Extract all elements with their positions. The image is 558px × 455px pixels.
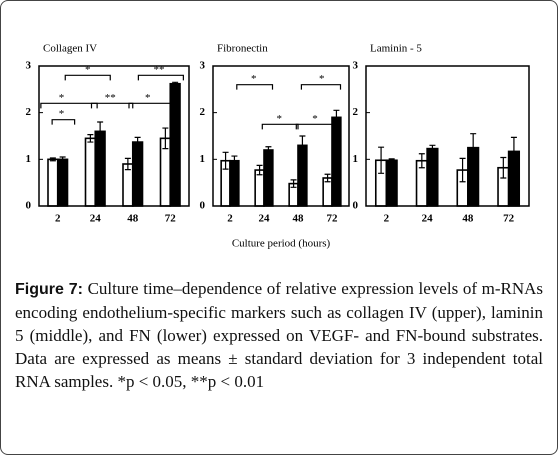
chart-title: Collagen IV [43, 43, 97, 55]
annotation: * [312, 113, 318, 125]
annotation: * [277, 113, 283, 125]
bar [331, 116, 342, 207]
bracket [300, 84, 342, 90]
bar [229, 159, 240, 207]
y-tick-label: 2 [353, 106, 359, 118]
error-bar [510, 136, 517, 166]
annotation: ** [154, 64, 165, 76]
y-tick-label: 0 [353, 200, 359, 212]
error-bar [222, 151, 229, 170]
x-tick-label: 24 [422, 213, 434, 225]
error-bar [429, 144, 436, 153]
chart-title: Laminin - 5 [370, 43, 422, 55]
error-bar [299, 135, 306, 156]
bar [84, 137, 97, 207]
y-tick-label: 1 [200, 153, 206, 165]
error-bar [388, 158, 395, 163]
y-tick-label: 2 [200, 106, 206, 118]
x-tick-label: 72 [503, 213, 515, 225]
error-bar [162, 127, 169, 150]
x-tick-label: 48 [127, 213, 139, 225]
x-axis-label: Culture period (hours) [232, 238, 331, 250]
bar [131, 141, 144, 207]
bar [94, 130, 106, 207]
bar [254, 169, 265, 207]
error-bar [324, 173, 331, 183]
x-tick-label: 2 [384, 213, 390, 225]
x-tick-label: 2 [227, 213, 233, 225]
error-bar [59, 156, 66, 163]
caption-label: Figure 7: [15, 281, 83, 298]
error-bar [172, 81, 179, 86]
error-bar [378, 146, 385, 174]
plot-frame [365, 65, 530, 207]
bracket [51, 119, 76, 125]
x-tick-label: 72 [165, 213, 177, 225]
x-tick-label: 2 [55, 213, 61, 225]
y-tick-label: 0 [26, 200, 32, 212]
caption: Figure 7: Culture time–dependence of rel… [15, 277, 543, 393]
error-bar [124, 157, 131, 171]
annotation: * [59, 92, 65, 104]
bracket [40, 102, 98, 109]
y-tick-label: 3 [200, 60, 206, 72]
bar [56, 158, 69, 207]
error-bar [256, 164, 263, 176]
y-tick-label: 1 [353, 153, 359, 165]
x-tick-label: 24 [90, 213, 102, 225]
annotation: * [145, 92, 151, 104]
bar [122, 163, 134, 207]
y-tick-label: 0 [200, 200, 206, 212]
bracket [90, 102, 134, 109]
error-bar [265, 146, 272, 154]
error-bar [49, 157, 56, 162]
x-tick-label: 24 [259, 213, 271, 225]
bracket [236, 84, 274, 90]
annotation: * [85, 64, 91, 76]
error-bar [500, 156, 507, 179]
error-bar [87, 134, 94, 143]
y-tick-label: 2 [26, 106, 32, 118]
error-bar [290, 179, 297, 188]
error-bar [459, 157, 466, 183]
annotation: ** [105, 92, 116, 104]
annotation: * [319, 73, 325, 85]
bar [47, 158, 59, 207]
bar [385, 159, 398, 207]
y-tick-label: 3 [26, 60, 32, 72]
bar [426, 147, 439, 207]
error-bar [97, 121, 104, 142]
y-tick-label: 3 [353, 60, 359, 72]
bracket [64, 74, 111, 81]
error-bar [470, 133, 477, 163]
x-tick-label: 48 [462, 213, 474, 225]
chart-title: Fibronectin [217, 43, 268, 55]
error-bar [231, 155, 238, 166]
bracket [128, 102, 171, 109]
plot-frame [212, 65, 350, 207]
charts: Culture period (hours) Collagen IV 0 1 2 3 2 2… [26, 43, 530, 250]
y-tick-label: 1 [26, 153, 32, 165]
bar [263, 149, 274, 207]
error-bar [134, 136, 141, 148]
bracket [137, 74, 184, 81]
bracket [261, 123, 299, 130]
annotation: * [59, 108, 65, 120]
error-bar [418, 153, 425, 169]
annotation: * [251, 73, 257, 85]
x-tick-label: 72 [327, 213, 339, 225]
bar [169, 82, 181, 207]
x-tick-label: 48 [293, 213, 305, 225]
error-bar [333, 109, 340, 125]
caption-text: Culture time–dependence of relative expr… [15, 279, 544, 391]
plot-frame [38, 65, 190, 207]
bracket [295, 123, 335, 130]
